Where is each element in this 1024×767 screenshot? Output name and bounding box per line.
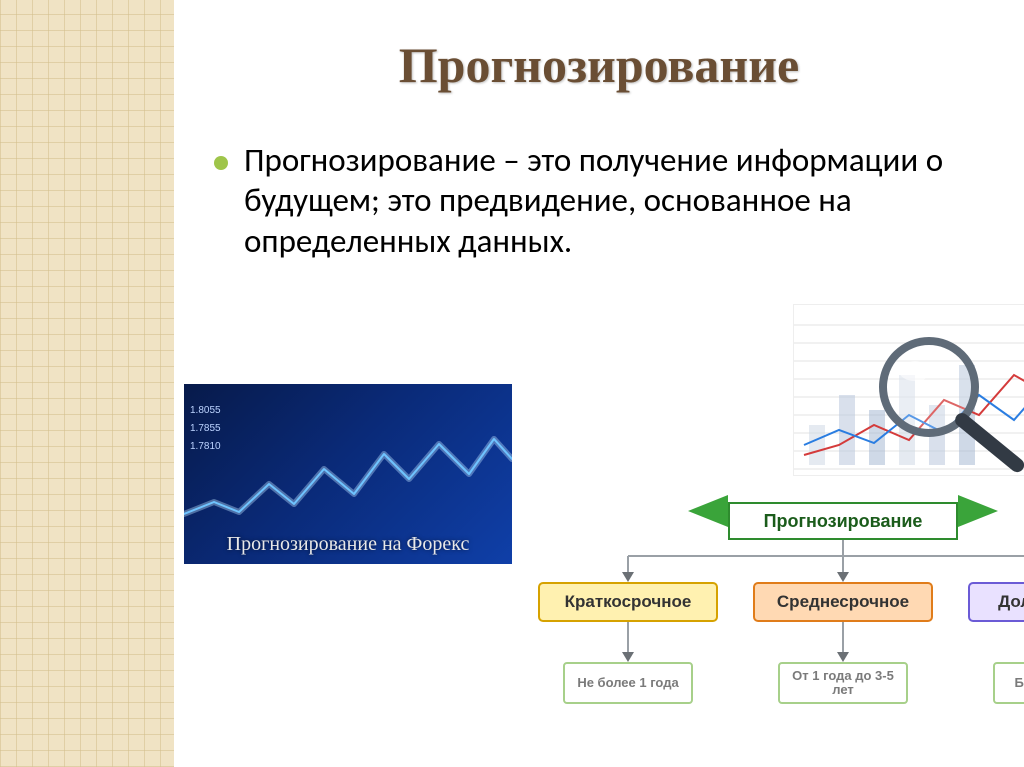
flow-detail-box: От 1 года до 3-5 лет: [778, 662, 908, 704]
slide-title: Прогнозирование: [174, 0, 1024, 95]
analysis-image: [794, 305, 1024, 475]
flowchart: Прогнозирование Краткосрочное Не более 1 …: [518, 492, 1024, 742]
slide-content: Прогнозирование Прогнозирование – это по…: [174, 0, 1024, 767]
flow-detail-box: Не более 1 года: [563, 662, 693, 704]
decorative-sidebar: [0, 0, 174, 767]
bullet-row: Прогнозирование – это получение информац…: [214, 140, 984, 261]
flow-category-box: Краткосрочное: [538, 582, 718, 622]
forex-caption: Прогнозирование на Форекс: [184, 533, 512, 556]
flow-banner: Прогнозирование: [728, 502, 958, 540]
flow-banner-label: Прогнозирование: [764, 511, 923, 531]
bullet-dot-icon: [214, 156, 228, 170]
body-text: Прогнозирование – это получение информац…: [244, 140, 984, 261]
flow-detail-box: Более 3-5 лет: [993, 662, 1024, 704]
flow-category-box: Долгосрочное: [968, 582, 1024, 622]
forex-chart-image: 1.8055 1.7855 1.7810 Прогнозирование на …: [184, 384, 512, 564]
banner-ribbon-left: [688, 495, 728, 527]
analysis-svg: [794, 305, 1024, 475]
banner-ribbon-right: [958, 495, 998, 527]
flow-category-box: Среднесрочное: [753, 582, 933, 622]
